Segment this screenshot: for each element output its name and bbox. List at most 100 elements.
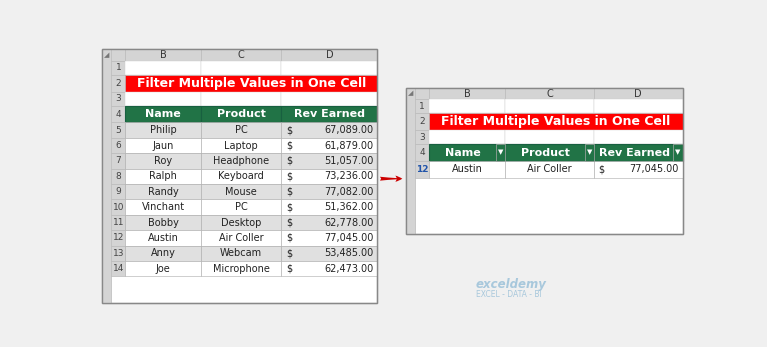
Bar xyxy=(281,230,377,246)
Text: 3: 3 xyxy=(420,133,425,142)
Bar xyxy=(102,92,125,105)
Bar xyxy=(102,122,125,138)
Bar xyxy=(281,105,377,122)
Text: $: $ xyxy=(286,187,292,197)
Bar xyxy=(201,215,281,230)
Bar xyxy=(406,88,683,234)
Bar xyxy=(594,88,683,99)
Bar xyxy=(594,130,683,144)
Text: 51,057.00: 51,057.00 xyxy=(324,156,374,166)
Bar xyxy=(429,161,505,178)
Text: $: $ xyxy=(286,233,292,243)
Text: EXCEL - DATA - BI: EXCEL - DATA - BI xyxy=(476,290,542,299)
Text: Headphone: Headphone xyxy=(213,156,269,166)
Text: ▼: ▼ xyxy=(498,150,503,155)
Text: 4: 4 xyxy=(420,148,425,157)
Bar xyxy=(125,105,201,122)
Bar xyxy=(281,153,377,169)
Bar xyxy=(201,105,281,122)
Text: $: $ xyxy=(286,218,292,228)
Text: Austin: Austin xyxy=(452,164,482,175)
Bar xyxy=(281,200,377,215)
Text: Air Coller: Air Coller xyxy=(527,164,572,175)
Text: 77,082.00: 77,082.00 xyxy=(324,187,374,197)
Text: 10: 10 xyxy=(113,203,124,212)
Text: 73,236.00: 73,236.00 xyxy=(324,171,374,181)
Text: Roy: Roy xyxy=(154,156,172,166)
Bar xyxy=(201,200,281,215)
Text: D: D xyxy=(634,88,642,99)
Text: PC: PC xyxy=(235,202,248,212)
Text: C: C xyxy=(238,50,245,60)
Bar xyxy=(125,122,201,138)
Text: Webcam: Webcam xyxy=(220,248,262,259)
Bar xyxy=(594,99,683,113)
Bar xyxy=(125,61,201,75)
Bar xyxy=(102,138,125,153)
Bar xyxy=(429,113,683,130)
Text: ▼: ▼ xyxy=(587,150,592,155)
Bar xyxy=(102,261,125,277)
Bar xyxy=(281,215,377,230)
Text: Rev Earned: Rev Earned xyxy=(599,147,670,158)
Bar xyxy=(281,169,377,184)
Bar xyxy=(406,88,415,234)
Text: 12: 12 xyxy=(416,165,429,174)
Bar xyxy=(495,144,505,161)
Bar xyxy=(201,261,281,277)
Text: 3: 3 xyxy=(116,94,121,103)
Bar xyxy=(281,61,377,75)
Bar xyxy=(201,184,281,200)
Text: 1: 1 xyxy=(420,102,425,111)
Text: Randy: Randy xyxy=(148,187,179,197)
Text: 4: 4 xyxy=(116,110,121,119)
Text: $: $ xyxy=(286,156,292,166)
Text: $: $ xyxy=(286,248,292,259)
Text: 12: 12 xyxy=(113,234,124,243)
Text: 6: 6 xyxy=(116,141,121,150)
Bar xyxy=(102,49,125,61)
Text: Microphone: Microphone xyxy=(212,264,270,274)
Text: Product: Product xyxy=(217,109,265,119)
Bar xyxy=(125,200,201,215)
Text: Name: Name xyxy=(145,109,181,119)
Text: 2: 2 xyxy=(116,79,121,88)
Bar xyxy=(429,88,505,99)
Bar xyxy=(281,184,377,200)
Text: Filter Multiple Values in One Cell: Filter Multiple Values in One Cell xyxy=(137,77,366,90)
Text: Vinchant: Vinchant xyxy=(142,202,185,212)
Bar xyxy=(281,122,377,138)
Bar xyxy=(125,169,201,184)
Text: $: $ xyxy=(286,125,292,135)
Bar xyxy=(125,246,201,261)
Text: Bobby: Bobby xyxy=(148,218,179,228)
Text: Philip: Philip xyxy=(150,125,176,135)
Text: Mouse: Mouse xyxy=(225,187,257,197)
Text: Filter Multiple Values in One Cell: Filter Multiple Values in One Cell xyxy=(441,115,670,128)
Bar xyxy=(125,261,201,277)
Text: 77,045.00: 77,045.00 xyxy=(629,164,679,175)
Bar xyxy=(102,105,125,122)
Bar xyxy=(201,246,281,261)
Bar xyxy=(201,153,281,169)
Bar xyxy=(201,61,281,75)
Text: ◢: ◢ xyxy=(104,52,110,58)
Bar xyxy=(125,138,201,153)
Bar xyxy=(406,113,429,130)
Text: Austin: Austin xyxy=(148,233,179,243)
Bar xyxy=(505,99,594,113)
Bar xyxy=(201,138,281,153)
Bar xyxy=(505,144,594,161)
Bar xyxy=(406,99,429,113)
Bar xyxy=(125,75,377,92)
Bar xyxy=(429,130,505,144)
Bar xyxy=(505,161,594,178)
Bar xyxy=(281,92,377,105)
Bar xyxy=(201,230,281,246)
Bar xyxy=(102,49,377,303)
Bar xyxy=(281,246,377,261)
Text: $: $ xyxy=(286,202,292,212)
Text: Air Coller: Air Coller xyxy=(219,233,264,243)
Text: 67,089.00: 67,089.00 xyxy=(324,125,374,135)
Bar xyxy=(102,75,125,92)
